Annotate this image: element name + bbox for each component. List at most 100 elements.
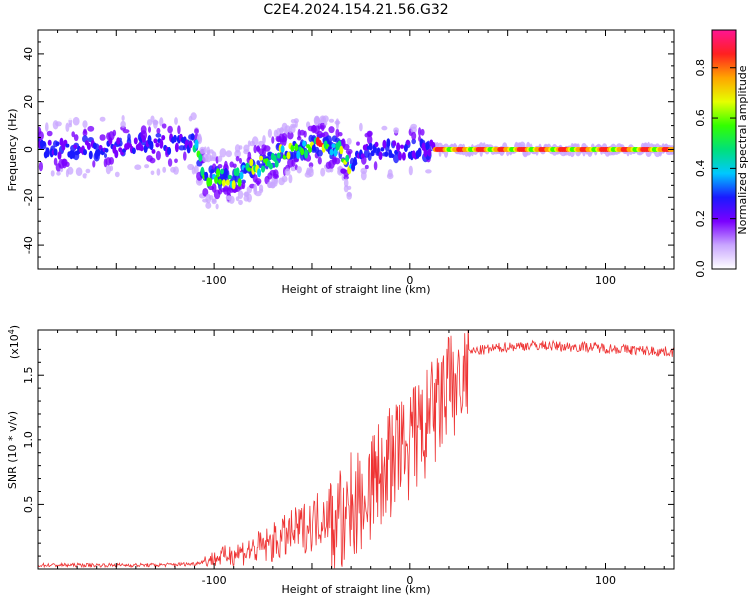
- colorbar-tick-label: 0.6: [694, 109, 707, 127]
- spectrogram-cell: [167, 125, 173, 134]
- spectrogram-cell: [137, 50, 144, 55]
- spectrogram-cell: [52, 217, 59, 223]
- spectrogram-cell: [390, 193, 397, 201]
- spectrogram-cell: [364, 164, 369, 170]
- spectrogram-cell: [426, 63, 431, 71]
- spectrogram-cell: [373, 106, 378, 112]
- spectrogram-cell: [111, 99, 118, 108]
- spectrogram-cell: [41, 185, 47, 195]
- spectrogram-cell: [314, 115, 320, 121]
- spectrogram-cell: [46, 37, 53, 44]
- spectrogram-cell: [180, 55, 184, 62]
- spectrogram-ridge-cell: [268, 163, 273, 170]
- spectrogram-cell: [238, 145, 243, 150]
- spectrogram-cell: [43, 177, 51, 182]
- spectrogram-cell: [79, 32, 85, 39]
- snr-y-axis-label: SNR (10 * v/v): [6, 411, 19, 489]
- spectrogram-cell: [127, 250, 131, 258]
- spectrogram-ridge-cell: [92, 142, 97, 150]
- spectrogram-cell: [381, 125, 388, 131]
- spectrogram-cell: [150, 30, 155, 33]
- spectrogram-cell: [125, 253, 133, 262]
- spectrogram-cell: [165, 255, 170, 264]
- spectrogram-ridge-cell: [71, 150, 76, 159]
- spectrogram-cell: [187, 65, 194, 73]
- spectrogram-cell: [142, 238, 146, 244]
- spectrogram-cell: [135, 257, 140, 264]
- spectrogram-cell: [106, 59, 111, 67]
- spectrogram-cell: [335, 128, 340, 138]
- spectrogram-cell: [58, 73, 65, 81]
- spectrogram-ridge-cell: [378, 151, 383, 160]
- spectrogram-cell: [132, 87, 138, 93]
- spectrogram-cell: [61, 87, 68, 97]
- spectrogram-ridge-cell: [159, 139, 164, 149]
- spectrogram-cell: [352, 191, 358, 196]
- spectrogram-ridge-cell: [257, 168, 262, 178]
- spectrogram-cell: [92, 160, 96, 168]
- spectrogram-cell: [188, 248, 193, 258]
- spectrogram-cell: [88, 88, 94, 96]
- spectrogram-cell: [109, 43, 113, 52]
- spectrogram-ridge-cell: [139, 144, 144, 152]
- spectrogram-ridge-cell: [302, 140, 307, 147]
- spectrogram-ridge-cell: [143, 144, 148, 153]
- spectrogram-cell: [112, 190, 117, 196]
- spectrogram-cell: [385, 190, 389, 198]
- spectrogram-cell: [217, 164, 223, 169]
- spectrogram-cell: [85, 168, 91, 174]
- spectrogram-cell: [309, 166, 313, 171]
- spectrogram-cell: [80, 217, 84, 225]
- spectrogram-ridge-cell: [290, 144, 295, 152]
- spectrogram-cell: [170, 233, 176, 238]
- spectrogram-cell: [150, 170, 155, 176]
- spectrogram-cell: [155, 109, 162, 114]
- spectrogram-cell: [165, 62, 169, 73]
- spectrogram-cell: [87, 69, 94, 78]
- spectrogram-cell: [137, 257, 145, 267]
- spectrogram-cell: [65, 161, 70, 167]
- spectrogram-cell: [76, 254, 83, 261]
- spectrogram-cell: [388, 102, 392, 109]
- spectrogram-cell: [149, 157, 156, 164]
- spectrogram-cell: [147, 99, 152, 106]
- spectrogram-cell: [74, 253, 78, 262]
- y-tick-label: 0.5: [22, 496, 35, 514]
- spectrogram-cell: [61, 112, 68, 120]
- x-tick-label: 100: [595, 274, 616, 287]
- spectrogram-cell: [234, 149, 241, 158]
- spectrogram-ridge-cell: [174, 142, 179, 153]
- spectrogram-ridge-cell: [227, 174, 232, 180]
- spectrogram-cell: [239, 157, 242, 164]
- spectrogram-cell: [190, 112, 197, 121]
- spectrogram-ridge-cell: [57, 151, 62, 160]
- snr-panel: -100 0 100 0.5 1.0 1.5 Height of straight li…: [6, 325, 675, 596]
- spectrogram-cell: [174, 111, 178, 117]
- x-tick-label: 0: [406, 574, 413, 587]
- spectrogram-cell: [376, 77, 381, 87]
- spectrogram-cell: [44, 265, 50, 269]
- spectrogram-ridge-cell: [47, 139, 52, 146]
- spectrogram-cell: [137, 95, 144, 100]
- spectrogram-ridge-cell: [221, 179, 226, 187]
- spectrogram-cell: [39, 48, 43, 55]
- y-tick-label: 20: [22, 95, 35, 109]
- spectrogram-cell: [296, 136, 302, 141]
- spectrogram-cell: [100, 106, 105, 112]
- spectrogram-cell: [74, 73, 78, 79]
- spectrogram-ridge-cell: [149, 140, 154, 151]
- spectrogram-cell: [56, 171, 61, 176]
- spectrogram-cell: [50, 170, 55, 177]
- spectrogram-cell: [358, 109, 364, 115]
- spectrogram-cell: [126, 204, 132, 212]
- spectrogram-cell: [164, 102, 171, 107]
- spectrogram-cell: [373, 161, 378, 171]
- spectrogram-cell: [194, 128, 199, 135]
- spectrogram-cell: [317, 156, 322, 165]
- spectrogram-cell: [228, 195, 235, 204]
- colorbar-tick-label: 0.2: [694, 210, 707, 228]
- spectrogram-ridge-cell: [276, 152, 281, 159]
- spectrogram-cell: [65, 122, 70, 132]
- spectrogram-cell: [177, 125, 181, 135]
- colorbar-ticks: 0.0 0.2 0.4 0.6 0.8: [694, 59, 736, 278]
